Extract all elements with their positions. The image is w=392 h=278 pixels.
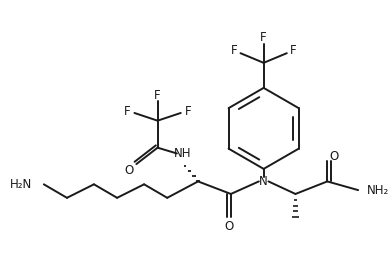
Text: H₂N: H₂N — [10, 178, 32, 191]
Text: F: F — [230, 44, 237, 57]
Text: O: O — [124, 164, 133, 177]
Text: N: N — [259, 175, 268, 188]
Text: F: F — [185, 105, 192, 118]
Text: O: O — [329, 150, 339, 163]
Text: F: F — [123, 105, 130, 118]
Text: F: F — [290, 44, 297, 57]
Text: NH: NH — [174, 147, 191, 160]
Text: NH₂: NH₂ — [367, 183, 389, 197]
Text: F: F — [154, 89, 161, 102]
Text: O: O — [224, 220, 234, 233]
Text: F: F — [260, 31, 267, 44]
